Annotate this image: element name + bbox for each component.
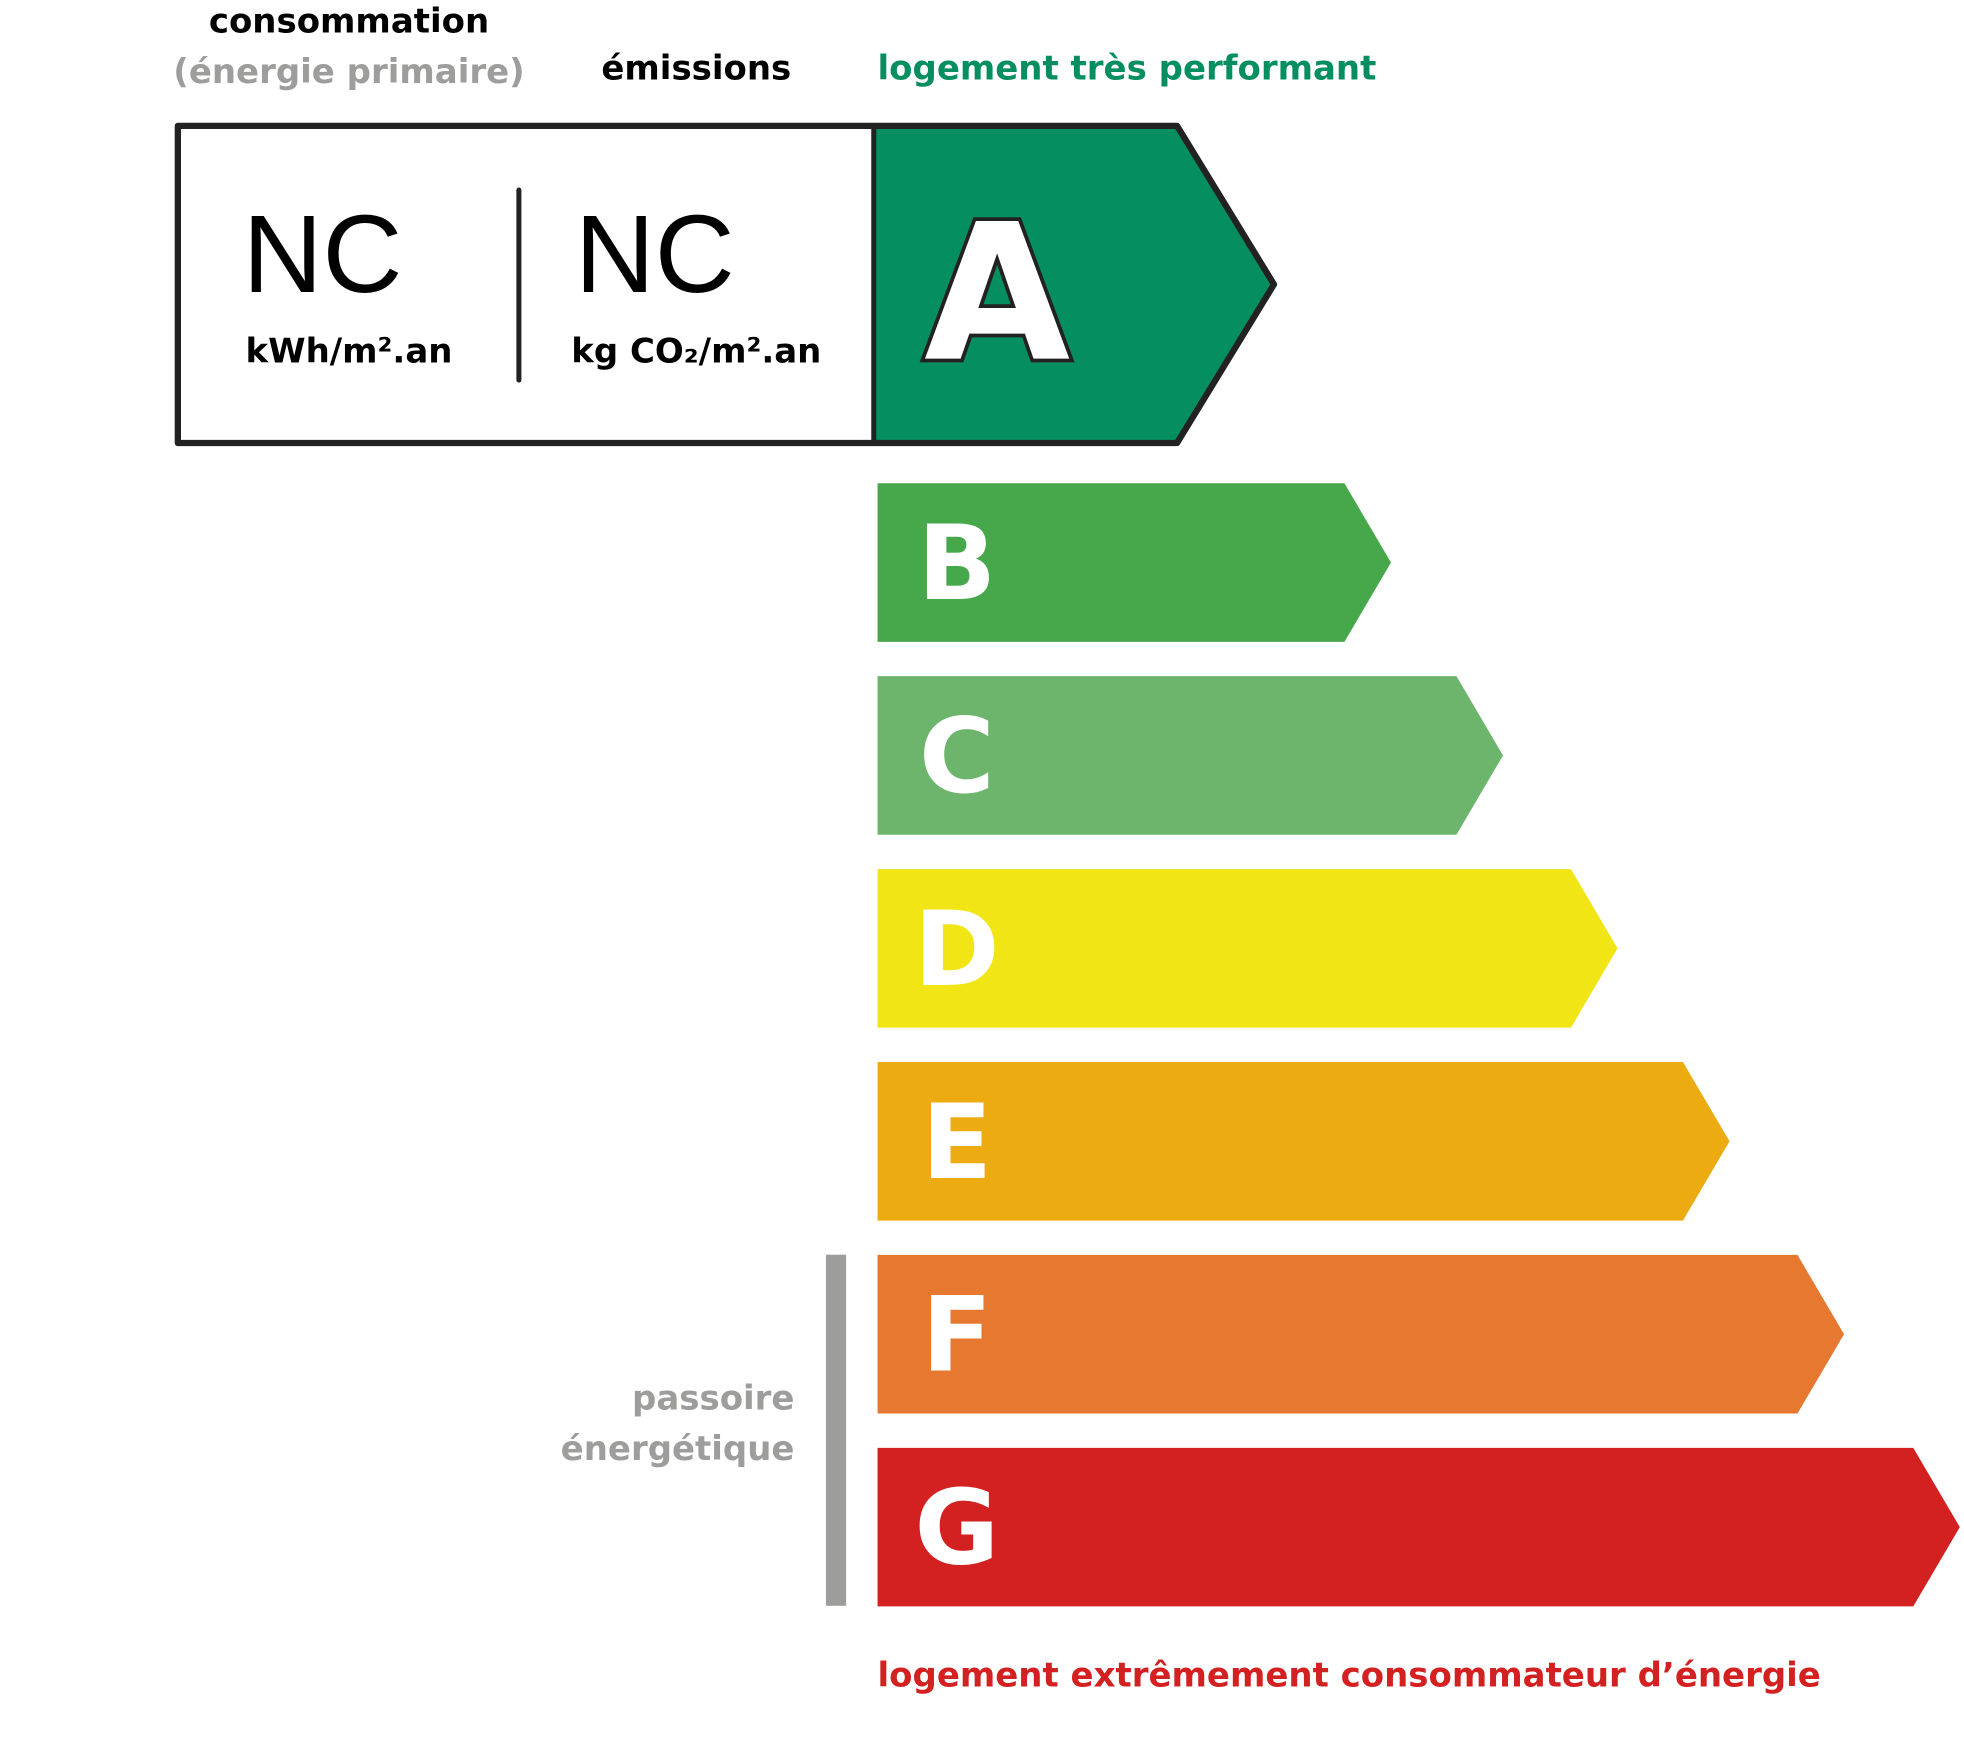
top-label: logement très performant: [878, 48, 1377, 88]
class-b-letter: B: [918, 504, 997, 624]
class-a-letter: A: [924, 184, 1070, 404]
class-d-letter: D: [914, 890, 1000, 1010]
consumption-sublabel: (énergie primaire): [173, 52, 524, 92]
passoire-label-line1: passoire: [632, 1378, 794, 1418]
emissions-label: émissions: [601, 48, 791, 88]
selected-class-outline: [174, 122, 1278, 447]
class-c-arrow: [877, 676, 1504, 835]
bottom-label: logement extrêmement consommateur d’éner…: [878, 1655, 1821, 1695]
class-f-arrow: [877, 1254, 1845, 1414]
class-g-arrow: [877, 1447, 1960, 1607]
consumption-unit: kWh/m².an: [246, 331, 453, 371]
class-a-arrow: [873, 125, 1274, 443]
class-d-arrow: [877, 869, 1618, 1028]
class-c-letter: C: [919, 697, 995, 817]
class-g-letter: G: [914, 1469, 999, 1589]
emissions-value: NC: [575, 193, 735, 316]
emissions-unit: kg CO₂/m².an: [571, 331, 821, 371]
passoire-bar: [825, 1254, 847, 1606]
class-f-letter: F: [922, 1276, 993, 1396]
consumption-label: consommation: [209, 2, 489, 42]
consumption-value: NC: [243, 193, 403, 316]
class-e-letter: E: [922, 1083, 993, 1203]
class-b-arrow: [877, 483, 1391, 642]
class-e-arrow: [877, 1062, 1730, 1221]
passoire-label-line2: énergétique: [561, 1429, 795, 1469]
